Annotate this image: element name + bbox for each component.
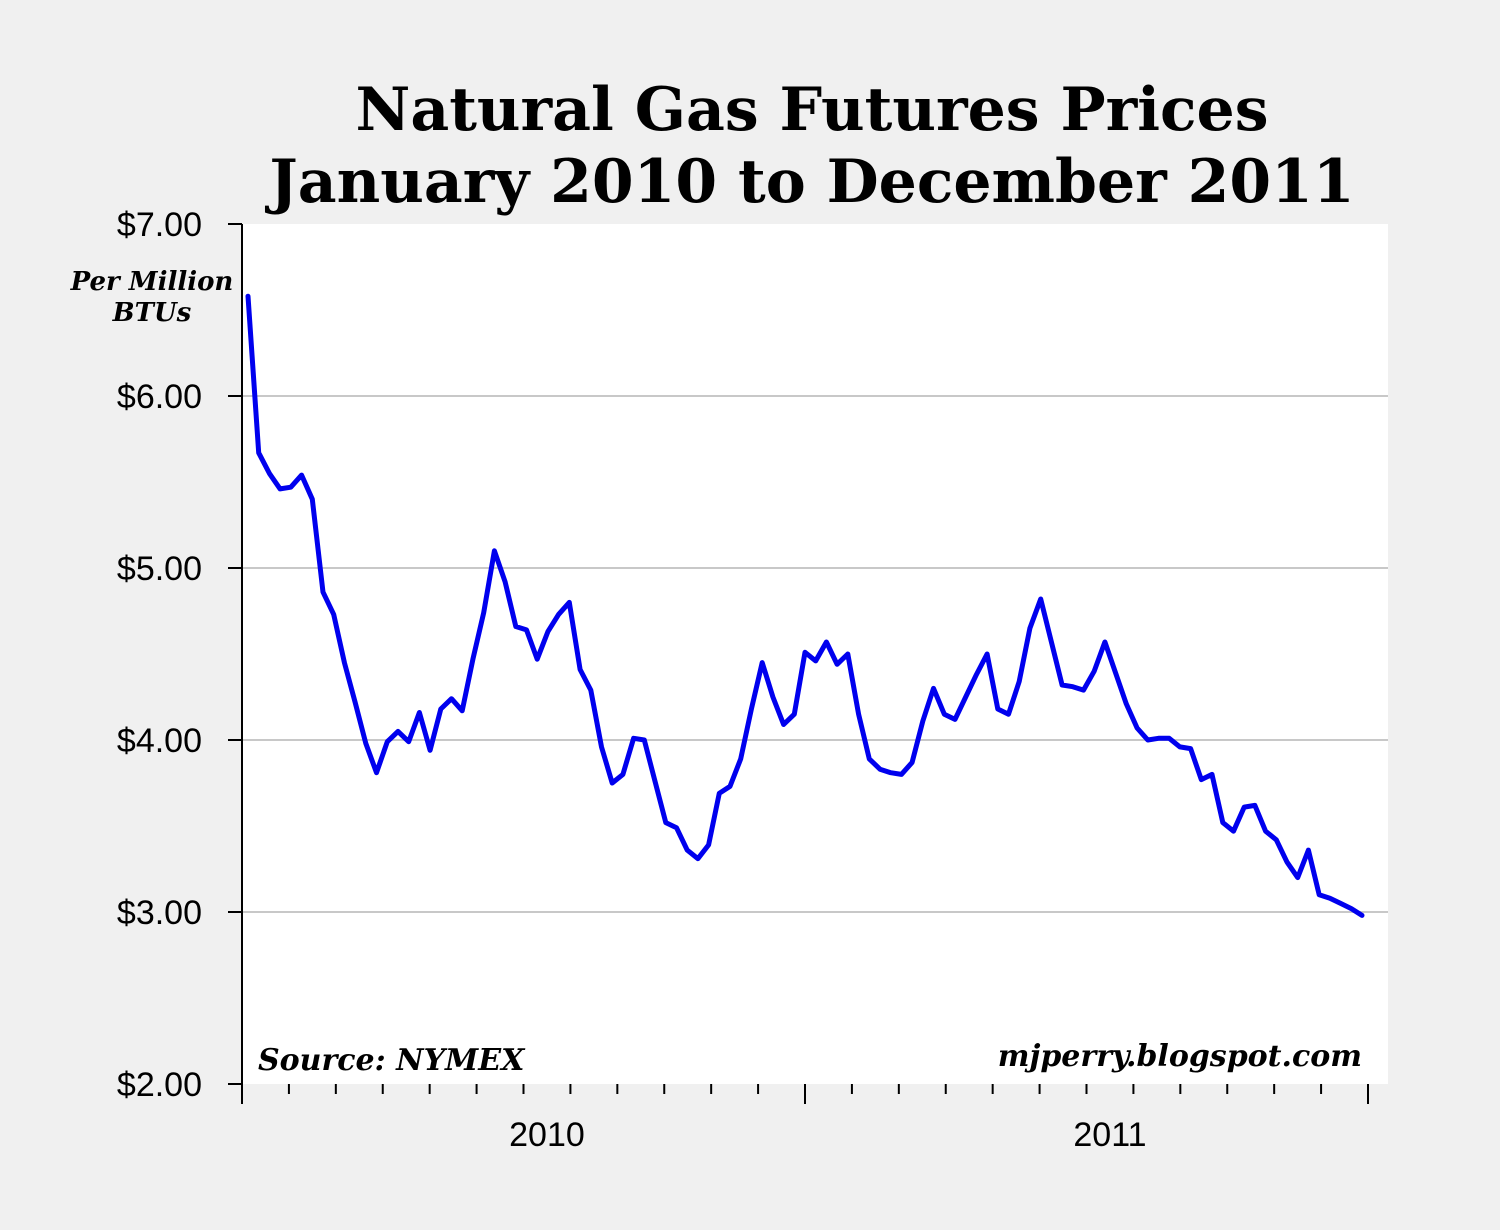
y-tick-label: $7.00 [117,206,202,244]
x-tick-labels: 2010 2011 [509,1116,1146,1154]
y-tick-label: $2.00 [117,1066,202,1104]
source-note: Source: NYMEX [258,1043,526,1078]
y-axis-label-line2: BTUs [112,298,192,328]
y-tick-label: $6.00 [117,378,202,416]
y-tick-labels: $7.00 $6.00 $5.00 $4.00 $3.00 $2.00 [117,206,202,1104]
x-tick-label: 2011 [1073,1116,1146,1154]
plot-area [242,224,1388,1084]
axes [228,223,1369,1104]
y-tick-label: $5.00 [117,550,202,588]
y-tick-label: $4.00 [117,722,202,760]
x-tick-label: 2010 [509,1116,585,1154]
series-points [247,296,1363,916]
y-axis-label-line1: Per Million [70,267,234,297]
y-tick-label: $3.00 [117,894,202,932]
chart-title-line1: Natural Gas Futures Prices [356,75,1269,145]
chart-title-line2: January 2010 to December 2011 [264,147,1354,217]
credit-note: mjperry.blogspot.com [998,1039,1362,1074]
